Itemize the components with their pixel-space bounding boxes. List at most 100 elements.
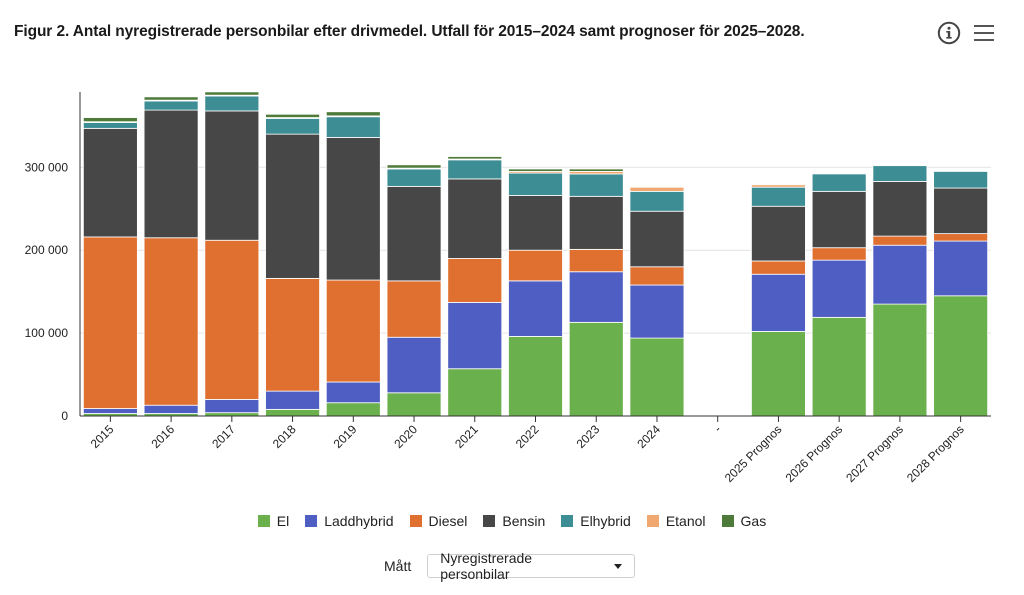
bar-segment-elhybrid[interactable] (629, 190, 685, 212)
bar-segment-diesel[interactable] (143, 237, 199, 406)
bar-segment-diesel[interactable] (82, 236, 138, 409)
bar-segment-diesel[interactable] (386, 280, 442, 338)
bar-segment-bensin[interactable] (325, 137, 381, 281)
bar-segment-el[interactable] (508, 336, 563, 417)
bar-segment-diesel[interactable] (325, 279, 381, 383)
bar-segment-laddhybrid[interactable] (933, 240, 989, 297)
bar-segment-bensin[interactable] (811, 190, 867, 249)
bar-segment-bensin[interactable] (82, 127, 138, 238)
bar-segment-bensin[interactable] (751, 205, 806, 262)
bar-segment-bensin[interactable] (933, 187, 989, 235)
measure-select[interactable]: Nyregistrerade personbilar (427, 550, 636, 582)
bar-segment-laddhybrid[interactable] (872, 244, 928, 305)
bar-segment-laddhybrid[interactable] (629, 284, 685, 339)
bar-segment-diesel[interactable] (751, 260, 806, 275)
legend: El Laddhybrid Diesel Bensin Elhybrid Etanol Ga… (0, 513, 1024, 529)
bar-segment-elhybrid[interactable] (508, 172, 563, 196)
legend-swatch (409, 515, 422, 527)
bar-segment-diesel[interactable] (447, 258, 503, 303)
bar-segment-laddhybrid[interactable] (386, 336, 442, 394)
bar-segment-diesel[interactable] (629, 266, 685, 286)
bar-segment-gas[interactable] (872, 164, 928, 167)
bar-segment-el[interactable] (568, 321, 624, 417)
bar-segment-bensin[interactable] (204, 110, 260, 241)
bar-segment-gas[interactable] (265, 113, 320, 118)
bar-segment-bensin[interactable] (872, 180, 928, 237)
bar-segment-gas[interactable] (568, 168, 624, 172)
bar-segment-diesel[interactable] (204, 239, 260, 400)
bar-segment-gas[interactable] (82, 117, 138, 123)
bar-segment-gas[interactable] (143, 96, 199, 101)
legend-item-el[interactable]: El (257, 513, 289, 529)
bar-segment-elhybrid[interactable] (872, 165, 928, 182)
bar-segment-laddhybrid[interactable] (568, 271, 624, 323)
legend-item-bensin[interactable]: Bensin (483, 513, 545, 529)
bar-segment-laddhybrid[interactable] (265, 390, 320, 410)
bar-segment-el[interactable] (265, 408, 320, 417)
bar-segment-diesel[interactable] (508, 249, 563, 282)
bar-segment-gas[interactable] (751, 183, 806, 186)
legend-item-gas[interactable]: Gas (721, 513, 766, 529)
bar-segment-elhybrid[interactable] (811, 173, 867, 192)
bar-segment-gas[interactable] (629, 185, 685, 188)
bar-segment-elhybrid[interactable] (143, 100, 199, 111)
bar-segment-bensin[interactable] (568, 195, 624, 250)
info-icon[interactable] (937, 21, 961, 45)
x-tick-label: 2024 (634, 422, 663, 451)
legend-label: Bensin (502, 513, 546, 529)
bar-segment-diesel[interactable] (265, 277, 320, 392)
bar-segment-laddhybrid[interactable] (447, 302, 503, 370)
bar-segment-elhybrid[interactable] (568, 173, 624, 197)
bar-segment-laddhybrid[interactable] (143, 404, 199, 414)
bar-segment-bensin[interactable] (386, 185, 442, 282)
bar-segment-bensin[interactable] (143, 109, 199, 239)
bar-segment-elhybrid[interactable] (386, 168, 442, 187)
bar-segment-etanol[interactable] (629, 186, 685, 192)
bar-segment-elhybrid[interactable] (751, 186, 806, 207)
bar-segment-el[interactable] (325, 402, 381, 417)
bar-segment-diesel[interactable] (933, 233, 989, 242)
bar-segment-gas[interactable] (325, 111, 381, 117)
bar-segment-el[interactable] (629, 337, 685, 417)
bar-segment-el[interactable] (872, 303, 928, 417)
bar-segment-gas[interactable] (508, 168, 563, 172)
legend-item-elhybrid[interactable]: Elhybrid (561, 513, 631, 529)
bar-segment-elhybrid[interactable] (933, 171, 989, 189)
legend-swatch (305, 515, 318, 527)
bar-segment-diesel[interactable] (568, 248, 624, 273)
bar-segment-el[interactable] (386, 392, 442, 417)
legend-item-laddhybrid[interactable]: Laddhybrid (305, 513, 394, 529)
bar-segment-gas[interactable] (204, 91, 260, 96)
hamburger-menu-icon[interactable] (972, 22, 996, 44)
bar-segment-laddhybrid[interactable] (204, 399, 260, 414)
bar-segment-diesel[interactable] (872, 235, 928, 246)
bar-segment-bensin[interactable] (447, 178, 503, 259)
bar-segment-bensin[interactable] (629, 210, 685, 268)
y-tick-label: 0 (61, 409, 68, 423)
bar-segment-elhybrid[interactable] (82, 122, 138, 129)
bar-segment-bensin[interactable] (508, 195, 563, 251)
bar-segment-laddhybrid[interactable] (811, 259, 867, 318)
bar-segment-laddhybrid[interactable] (325, 381, 381, 404)
bar-segment-el[interactable] (933, 295, 989, 417)
bar-segment-el[interactable] (447, 368, 503, 417)
bar-segment-diesel[interactable] (811, 247, 867, 261)
bars (82, 91, 989, 417)
bar-segment-laddhybrid[interactable] (82, 408, 138, 414)
bar-segment-el[interactable] (811, 316, 867, 417)
bar-segment-elhybrid[interactable] (325, 116, 381, 138)
bar-segment-gas[interactable] (386, 164, 442, 169)
legend-item-diesel[interactable]: Diesel (409, 513, 467, 529)
bar-segment-laddhybrid[interactable] (751, 273, 806, 332)
bar-segment-elhybrid[interactable] (265, 117, 320, 135)
bar-segment-elhybrid[interactable] (447, 159, 503, 180)
legend-label: Etanol (665, 513, 706, 529)
bar-segment-elhybrid[interactable] (204, 95, 260, 112)
bar-segment-gas[interactable] (447, 156, 503, 160)
bar-segment-bensin[interactable] (265, 133, 320, 279)
bar-segment-el[interactable] (751, 331, 806, 417)
bar-segment-laddhybrid[interactable] (508, 280, 563, 337)
legend-item-etanol[interactable]: Etanol (646, 513, 706, 529)
x-tick-label: - (711, 422, 724, 435)
x-tick-label: 2027 Prognos (843, 422, 906, 485)
